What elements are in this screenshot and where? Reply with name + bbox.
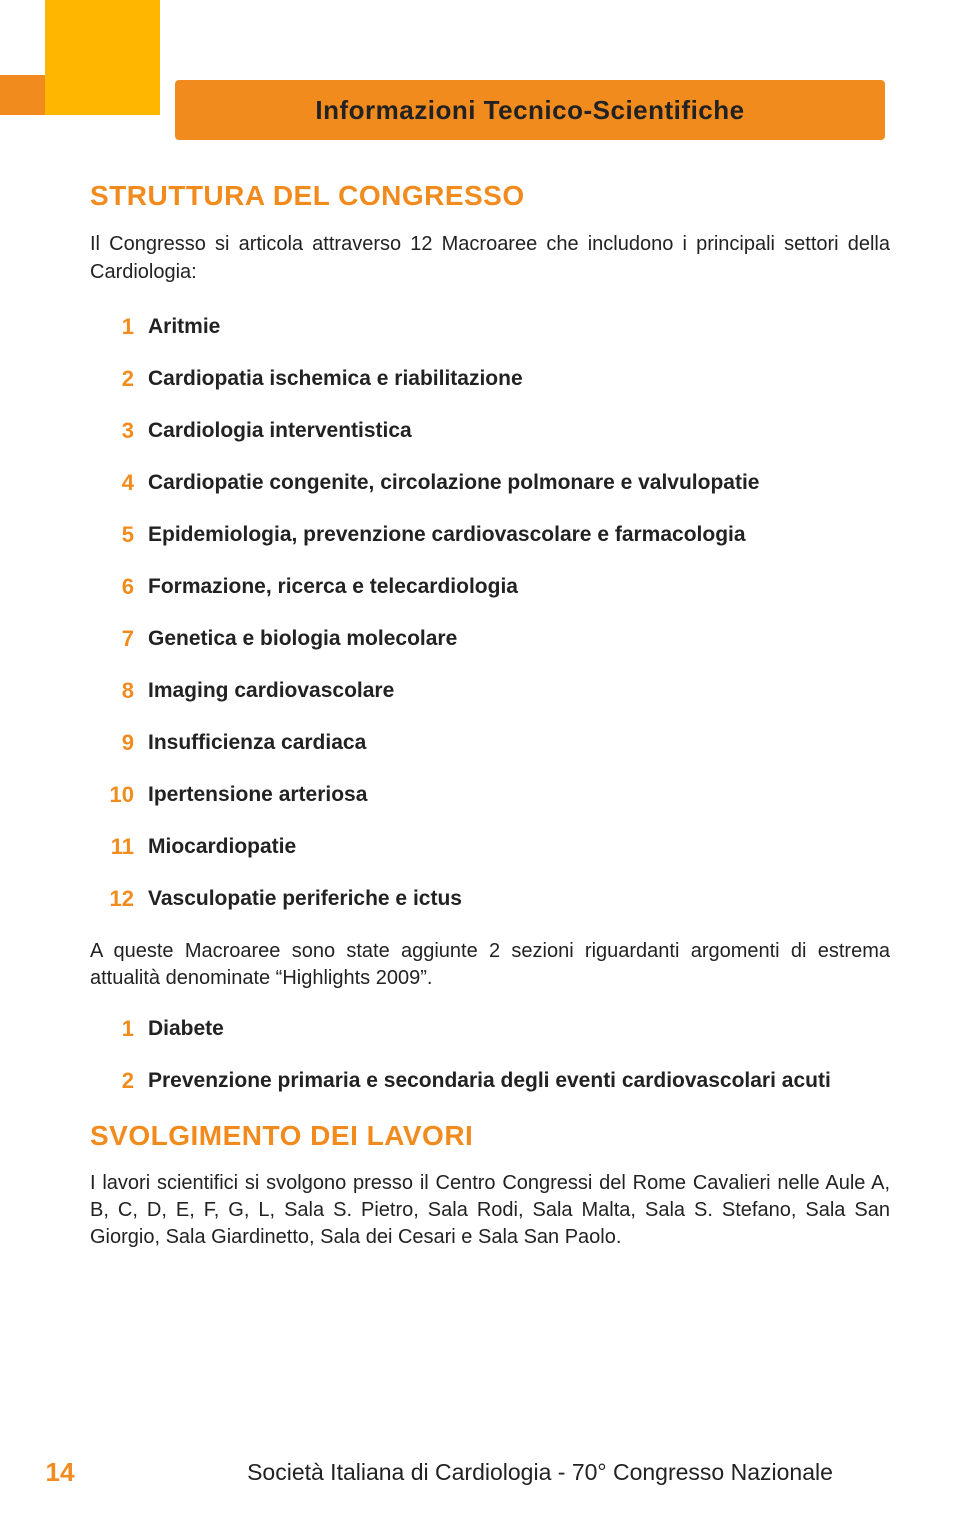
section2-body: I lavori scientifici si svolgono presso … <box>90 1170 890 1251</box>
section1-after: A queste Macroaree sono state aggiunte 2… <box>90 938 890 992</box>
section1-intro: Il Congresso si articola attraverso 12 M… <box>90 230 890 286</box>
list-item: 10Ipertensione arteriosa <box>100 782 890 808</box>
section-title-1: STRUTTURA DEL CONGRESSO <box>90 180 890 212</box>
list-item-label: Cardiopatia ischemica e riabilitazione <box>148 366 523 392</box>
list-item-label: Prevenzione primaria e secondaria degli … <box>148 1068 831 1094</box>
macroareas-list: 1Aritmie2Cardiopatia ischemica e riabili… <box>90 314 890 912</box>
corner-decoration <box>0 0 170 170</box>
list-item-number: 12 <box>100 886 148 912</box>
list-item: 1Diabete <box>100 1016 890 1042</box>
list-item: 5Epidemiologia, prevenzione cardiovascol… <box>100 522 890 548</box>
list-item-number: 7 <box>100 626 148 652</box>
list-item: 6Formazione, ricerca e telecardiologia <box>100 574 890 600</box>
list-item-label: Formazione, ricerca e telecardiologia <box>148 574 518 600</box>
list-item: 1Aritmie <box>100 314 890 340</box>
list-item-label: Diabete <box>148 1016 224 1042</box>
list-item-number: 3 <box>100 418 148 444</box>
list-item-number: 11 <box>100 834 148 860</box>
list-item-label: Insufficienza cardiaca <box>148 730 366 756</box>
list-item-number: 6 <box>100 574 148 600</box>
list-item: 12Vasculopatie periferiche e ictus <box>100 886 890 912</box>
page-number: 14 <box>0 1457 120 1488</box>
list-item-label: Cardiopatie congenite, circolazione polm… <box>148 470 759 496</box>
list-item-number: 1 <box>100 314 148 340</box>
list-item-label: Miocardiopatie <box>148 834 296 860</box>
list-item: 3Cardiologia interventistica <box>100 418 890 444</box>
list-item-number: 2 <box>100 366 148 392</box>
list-item-number: 10 <box>100 782 148 808</box>
list-item: 2Prevenzione primaria e secondaria degli… <box>100 1068 890 1094</box>
section-tab-label: Informazioni Tecnico-Scientifiche <box>315 95 744 126</box>
deco-yellow-block <box>45 0 160 115</box>
list-item-number: 4 <box>100 470 148 496</box>
list-item: 7Genetica e biologia molecolare <box>100 626 890 652</box>
page-content: STRUTTURA DEL CONGRESSO Il Congresso si … <box>90 180 890 1275</box>
list-item-label: Vasculopatie periferiche e ictus <box>148 886 462 912</box>
list-item: 9Insufficienza cardiaca <box>100 730 890 756</box>
deco-orange-block <box>0 75 45 115</box>
footer-text: Società Italiana di Cardiologia - 70° Co… <box>120 1459 960 1486</box>
list-item-number: 8 <box>100 678 148 704</box>
list-item-label: Genetica e biologia molecolare <box>148 626 457 652</box>
highlights-list: 1Diabete2Prevenzione primaria e secondar… <box>90 1016 890 1094</box>
list-item-label: Aritmie <box>148 314 220 340</box>
list-item-label: Ipertensione arteriosa <box>148 782 367 808</box>
list-item: 11Miocardiopatie <box>100 834 890 860</box>
list-item-label: Epidemiologia, prevenzione cardiovascola… <box>148 522 746 548</box>
section-title-2: SVOLGIMENTO DEI LAVORI <box>90 1120 890 1152</box>
page-footer: 14 Società Italiana di Cardiologia - 70°… <box>0 1450 960 1494</box>
list-item-number: 1 <box>100 1016 148 1042</box>
list-item-number: 2 <box>100 1068 148 1094</box>
list-item-number: 5 <box>100 522 148 548</box>
list-item: 4Cardiopatie congenite, circolazione pol… <box>100 470 890 496</box>
page: Informazioni Tecnico-Scientifiche STRUTT… <box>0 0 960 1526</box>
list-item-number: 9 <box>100 730 148 756</box>
list-item-label: Imaging cardiovascolare <box>148 678 394 704</box>
list-item: 8Imaging cardiovascolare <box>100 678 890 704</box>
list-item-label: Cardiologia interventistica <box>148 418 412 444</box>
list-item: 2Cardiopatia ischemica e riabilitazione <box>100 366 890 392</box>
section-tab: Informazioni Tecnico-Scientifiche <box>175 80 885 140</box>
